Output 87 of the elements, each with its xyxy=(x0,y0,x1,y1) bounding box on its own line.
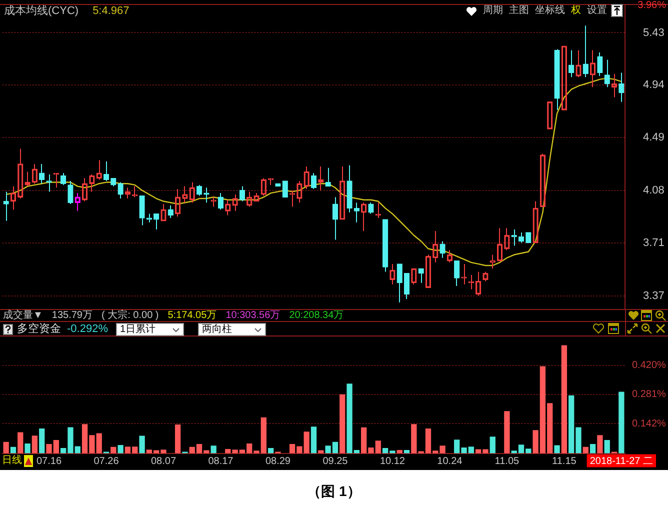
text: 5:4.967 xyxy=(92,5,130,17)
annotation: 周期 xyxy=(483,5,503,17)
x-tick-label: 2018-11-27 二 xyxy=(590,456,654,468)
bar xyxy=(597,435,603,454)
x-tick-label: 07.16 xyxy=(36,456,62,468)
chart-title: 多空资金 xyxy=(17,323,61,335)
y-tick-label: 4.49 xyxy=(643,132,664,144)
text: 成交量▼ xyxy=(3,310,43,321)
candlestick xyxy=(103,160,110,182)
candlestick xyxy=(404,272,410,300)
text: （图 1） xyxy=(306,483,362,499)
candlestick xyxy=(39,163,45,184)
x-tick-label: 11.15 xyxy=(552,456,577,468)
candlestick xyxy=(396,264,402,303)
bar xyxy=(18,432,24,454)
bar xyxy=(39,428,45,454)
candlestick xyxy=(597,52,603,77)
candlestick xyxy=(218,192,224,210)
x-tick-label: 11.05 xyxy=(494,456,520,468)
candlestick xyxy=(139,195,145,226)
candlestick xyxy=(582,25,588,78)
candlestick xyxy=(3,191,9,222)
bar xyxy=(582,446,588,454)
text: 3.96% xyxy=(638,0,666,12)
candlestick xyxy=(346,164,352,213)
bar xyxy=(318,450,324,454)
text: 135.79万 xyxy=(52,310,92,321)
bar xyxy=(32,436,38,454)
candlestick xyxy=(418,268,424,284)
chart-subtitle: -0.292% xyxy=(67,323,108,335)
y-tick-label: 0.281% xyxy=(632,389,666,400)
bar xyxy=(490,436,496,454)
candlestick xyxy=(604,59,610,88)
annotation: 设置 xyxy=(587,5,607,17)
text: 10:303.56万 xyxy=(226,310,280,321)
annotation: 主图 xyxy=(509,5,529,17)
text: 日线 xyxy=(2,455,22,467)
text: 5:174.05万 xyxy=(168,310,217,321)
bar xyxy=(174,424,181,454)
annotation: 权 xyxy=(571,5,581,17)
text: 20:208.34万 xyxy=(289,310,344,321)
x-tick-label: 08.29 xyxy=(265,456,291,468)
bar xyxy=(110,446,116,454)
bar xyxy=(139,436,145,454)
bar xyxy=(268,448,274,454)
bar xyxy=(3,442,9,454)
bar xyxy=(340,394,346,454)
candlestick xyxy=(368,202,374,214)
bar xyxy=(604,440,610,454)
bar xyxy=(24,444,30,454)
bar xyxy=(561,345,568,454)
x-tick-label: 08.07 xyxy=(150,456,176,468)
x-tick-label: 07.26 xyxy=(94,456,120,468)
x-tick-label: 10.24 xyxy=(437,456,463,468)
x-tick-label: 09.25 xyxy=(322,456,348,468)
annotation: 坐标线 xyxy=(535,5,565,17)
candlestick xyxy=(118,182,124,200)
bar xyxy=(10,446,16,454)
text: ( 大宗: 0.00 ) xyxy=(102,310,159,321)
x-tick-label: 10.12 xyxy=(380,456,406,468)
candlestick xyxy=(325,167,331,187)
bar xyxy=(210,446,216,454)
y-tick-label: 5.43 xyxy=(643,26,664,39)
bar xyxy=(554,445,560,454)
candlestick xyxy=(454,260,460,287)
candlestick xyxy=(554,48,560,110)
y-tick-label: 4.08 xyxy=(643,184,664,196)
bar xyxy=(118,445,124,454)
candlestick xyxy=(618,72,624,102)
candlestick xyxy=(239,186,246,202)
bar xyxy=(504,411,510,454)
candlestick xyxy=(332,196,338,240)
chart-title: 成本均线(CYC) xyxy=(4,5,79,17)
candlestick xyxy=(354,202,360,223)
dropdown-field: 两向柱 xyxy=(198,323,266,336)
y-tick-label: 4.94 xyxy=(643,78,664,91)
candlestick xyxy=(440,240,446,258)
bar xyxy=(618,392,624,454)
dropdown-field: 1日累计 xyxy=(116,323,184,336)
bar xyxy=(590,444,596,454)
bar xyxy=(310,426,317,454)
y-tick-label: 0.420% xyxy=(632,360,666,372)
y-tick-label: 0.142% xyxy=(632,418,666,430)
x-tick-label: 08.17 xyxy=(208,456,234,468)
candlestick xyxy=(518,232,524,244)
y-tick-label: 3.37 xyxy=(643,290,664,302)
y-tick-label: 3.71 xyxy=(643,236,664,249)
